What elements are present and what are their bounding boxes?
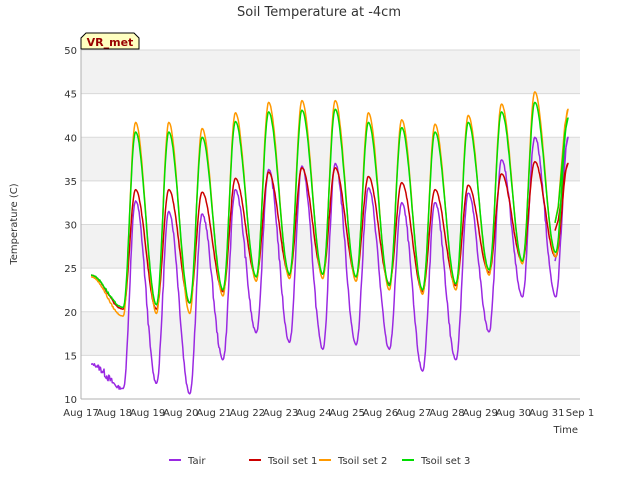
x-tick-label: Sep 1	[566, 408, 594, 419]
y-tick-label: 30	[64, 221, 77, 232]
x-tick-label: Aug 27	[396, 408, 431, 419]
y-tick-label: 50	[64, 46, 77, 57]
plot-band	[81, 50, 580, 94]
x-tick-label: Aug 25	[329, 408, 364, 419]
x-tick-label: Aug 30	[496, 408, 531, 419]
y-tick-label: 35	[64, 177, 77, 188]
y-tick-label: 15	[64, 351, 77, 362]
series-line-tair	[90, 136, 569, 395]
legend-label-tsoil-set-1: Tsoil set 1	[267, 456, 317, 467]
x-tick-label: Aug 29	[462, 408, 497, 419]
y-tick-label: 25	[64, 264, 77, 275]
x-tick-label: Aug 21	[196, 408, 231, 419]
badge-shape	[80, 32, 140, 50]
chart-title: Soil Temperature at -4cm	[237, 5, 401, 20]
legend-label-tair: Tair	[187, 456, 206, 467]
axes	[80, 50, 580, 400]
plot-band	[81, 311, 580, 356]
y-tick-label: 40	[64, 133, 77, 144]
x-tick-label: Aug 18	[97, 408, 132, 419]
x-tick-label: Aug 17	[63, 408, 98, 419]
legend-label-tsoil-set-2: Tsoil set 2	[337, 456, 387, 467]
badge-label: VR_met	[87, 36, 134, 49]
x-tick-label: Aug 19	[130, 408, 165, 419]
x-tick-label: Aug 20	[163, 408, 198, 419]
x-tick-label: Aug 26	[363, 408, 398, 419]
x-tick-label: Aug 24	[296, 408, 331, 419]
series-layer	[90, 91, 569, 395]
y-tick-label: 10	[64, 395, 77, 406]
legend: Tair Tsoil set 1 Tsoil set 2 Tsoil set 3	[169, 456, 470, 467]
y-tick-label: 20	[64, 308, 77, 319]
x-tick-label: Aug 23	[263, 408, 298, 419]
legend-label-tsoil-set-3: Tsoil set 3	[420, 456, 470, 467]
series-line-tsoil-set-3	[90, 101, 569, 309]
x-tick-label: Aug 28	[429, 408, 464, 419]
x-tick-label: Aug 22	[230, 408, 265, 419]
y-tick-label: 45	[64, 90, 77, 101]
x-axis-label: Time	[553, 425, 578, 436]
y-axis-label: Temperature (C)	[9, 183, 20, 265]
site-badge: VR_met	[80, 32, 140, 50]
x-tick-label: Aug 31	[529, 408, 564, 419]
